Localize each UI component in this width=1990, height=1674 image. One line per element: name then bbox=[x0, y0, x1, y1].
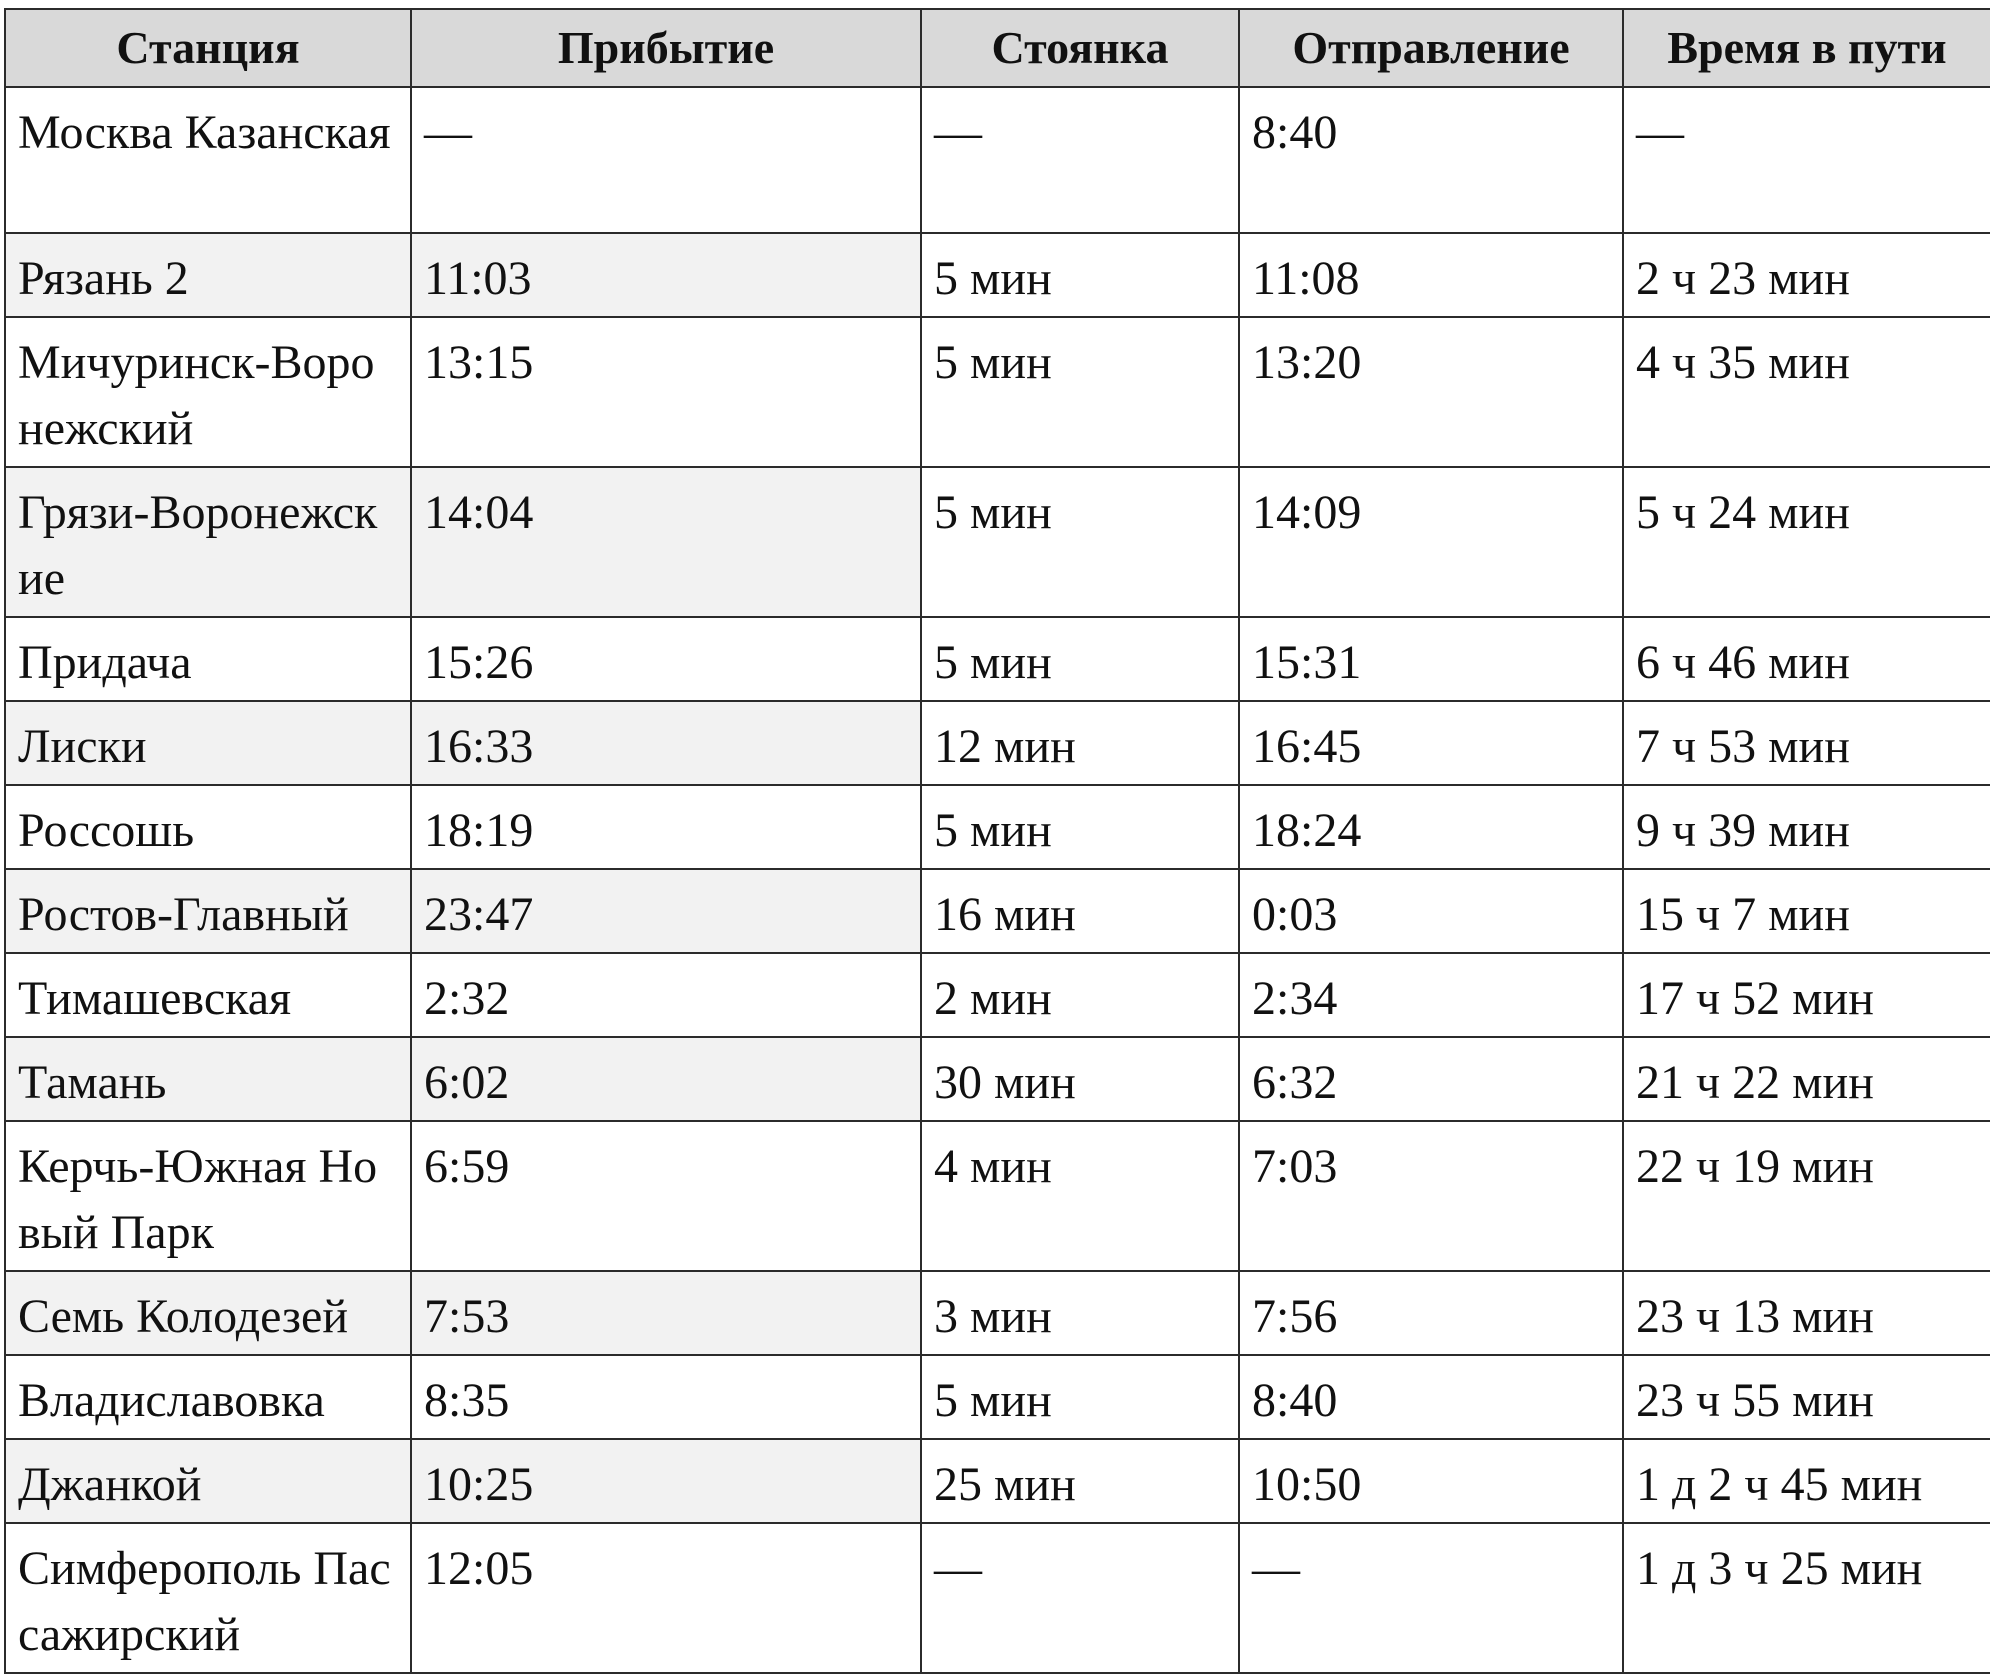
cell-departure: 11:08 bbox=[1238, 232, 1624, 318]
cell-station: Симферополь Пассажирский bbox=[4, 1522, 412, 1674]
cell-departure: 14:09 bbox=[1238, 466, 1624, 618]
cell-station: Тамань bbox=[4, 1036, 412, 1122]
header-arrival: Прибытие bbox=[410, 8, 922, 88]
cell-stop: 5 мин bbox=[920, 784, 1240, 870]
table-row: Россошь 18:19 5 мин 18:24 9 ч 39 мин bbox=[4, 784, 1990, 870]
cell-arrival: 23:47 bbox=[410, 868, 922, 954]
cell-arrival: 14:04 bbox=[410, 466, 922, 618]
table-row: Симферополь Пассажирский 12:05 — — 1 д 3… bbox=[4, 1522, 1990, 1674]
table-row: Ростов-Главный 23:47 16 мин 0:03 15 ч 7 … bbox=[4, 868, 1990, 954]
cell-stop: 5 мин bbox=[920, 316, 1240, 468]
cell-departure: 13:20 bbox=[1238, 316, 1624, 468]
cell-travel-time: — bbox=[1622, 86, 1990, 234]
cell-stop: 5 мин bbox=[920, 232, 1240, 318]
cell-stop: — bbox=[920, 86, 1240, 234]
cell-travel-time: 4 ч 35 мин bbox=[1622, 316, 1990, 468]
header-station: Станция bbox=[4, 8, 412, 88]
cell-station: Рязань 2 bbox=[4, 232, 412, 318]
table-row: Тимашевская 2:32 2 мин 2:34 17 ч 52 мин bbox=[4, 952, 1990, 1038]
cell-arrival: 7:53 bbox=[410, 1270, 922, 1356]
cell-stop: — bbox=[920, 1522, 1240, 1674]
table-row: Семь Колодезей 7:53 3 мин 7:56 23 ч 13 м… bbox=[4, 1270, 1990, 1356]
cell-arrival: 12:05 bbox=[410, 1522, 922, 1674]
header-departure: Отправление bbox=[1238, 8, 1624, 88]
cell-station: Ростов-Главный bbox=[4, 868, 412, 954]
cell-station: Москва Казанская bbox=[4, 86, 412, 234]
cell-travel-time: 6 ч 46 мин bbox=[1622, 616, 1990, 702]
cell-stop: 4 мин bbox=[920, 1120, 1240, 1272]
cell-stop: 16 мин bbox=[920, 868, 1240, 954]
cell-station: Керчь-Южная Новый Парк bbox=[4, 1120, 412, 1272]
cell-arrival: 2:32 bbox=[410, 952, 922, 1038]
cell-stop: 25 мин bbox=[920, 1438, 1240, 1524]
cell-arrival: 18:19 bbox=[410, 784, 922, 870]
cell-station: Россошь bbox=[4, 784, 412, 870]
cell-arrival: 15:26 bbox=[410, 616, 922, 702]
header-travel-time: Время в пути bbox=[1622, 8, 1990, 88]
table-row: Джанкой 10:25 25 мин 10:50 1 д 2 ч 45 ми… bbox=[4, 1438, 1990, 1524]
cell-travel-time: 1 д 3 ч 25 мин bbox=[1622, 1522, 1990, 1674]
cell-travel-time: 15 ч 7 мин bbox=[1622, 868, 1990, 954]
cell-station: Владиславовка bbox=[4, 1354, 412, 1440]
cell-stop: 12 мин bbox=[920, 700, 1240, 786]
cell-departure: — bbox=[1238, 1522, 1624, 1674]
table-row: Придача 15:26 5 мин 15:31 6 ч 46 мин bbox=[4, 616, 1990, 702]
cell-departure: 8:40 bbox=[1238, 86, 1624, 234]
cell-stop: 3 мин bbox=[920, 1270, 1240, 1356]
cell-arrival: 10:25 bbox=[410, 1438, 922, 1524]
train-schedule-table: Станция Прибытие Стоянка Отправление Вре… bbox=[4, 8, 1990, 1674]
header-stop: Стоянка bbox=[920, 8, 1240, 88]
cell-arrival: 13:15 bbox=[410, 316, 922, 468]
cell-travel-time: 2 ч 23 мин bbox=[1622, 232, 1990, 318]
cell-station: Семь Колодезей bbox=[4, 1270, 412, 1356]
cell-arrival: 6:59 bbox=[410, 1120, 922, 1272]
cell-travel-time: 17 ч 52 мин bbox=[1622, 952, 1990, 1038]
cell-stop: 2 мин bbox=[920, 952, 1240, 1038]
cell-station: Тимашевская bbox=[4, 952, 412, 1038]
cell-departure: 8:40 bbox=[1238, 1354, 1624, 1440]
cell-travel-time: 23 ч 55 мин bbox=[1622, 1354, 1990, 1440]
cell-departure: 10:50 bbox=[1238, 1438, 1624, 1524]
cell-departure: 2:34 bbox=[1238, 952, 1624, 1038]
table-row: Лиски 16:33 12 мин 16:45 7 ч 53 мин bbox=[4, 700, 1990, 786]
table-row: Мичуринск-Воронежский 13:15 5 мин 13:20 … bbox=[4, 316, 1990, 468]
cell-station: Придача bbox=[4, 616, 412, 702]
cell-departure: 16:45 bbox=[1238, 700, 1624, 786]
table-row: Рязань 2 11:03 5 мин 11:08 2 ч 23 мин bbox=[4, 232, 1990, 318]
document-page: Станция Прибытие Стоянка Отправление Вре… bbox=[4, 8, 1990, 1674]
cell-station: Лиски bbox=[4, 700, 412, 786]
cell-departure: 15:31 bbox=[1238, 616, 1624, 702]
cell-station: Грязи-Воронежские bbox=[4, 466, 412, 618]
cell-departure: 6:32 bbox=[1238, 1036, 1624, 1122]
table-row: Тамань 6:02 30 мин 6:32 21 ч 22 мин bbox=[4, 1036, 1990, 1122]
cell-station: Джанкой bbox=[4, 1438, 412, 1524]
table-row: Москва Казанская — — 8:40 — bbox=[4, 86, 1990, 234]
cell-stop: 5 мин bbox=[920, 1354, 1240, 1440]
cell-travel-time: 22 ч 19 мин bbox=[1622, 1120, 1990, 1272]
table-row: Грязи-Воронежские 14:04 5 мин 14:09 5 ч … bbox=[4, 466, 1990, 618]
table-row: Керчь-Южная Новый Парк 6:59 4 мин 7:03 2… bbox=[4, 1120, 1990, 1272]
cell-arrival: 16:33 bbox=[410, 700, 922, 786]
cell-travel-time: 7 ч 53 мин bbox=[1622, 700, 1990, 786]
cell-arrival: 8:35 bbox=[410, 1354, 922, 1440]
cell-stop: 5 мин bbox=[920, 616, 1240, 702]
cell-travel-time: 23 ч 13 мин bbox=[1622, 1270, 1990, 1356]
cell-arrival: 6:02 bbox=[410, 1036, 922, 1122]
table-row: Владиславовка 8:35 5 мин 8:40 23 ч 55 ми… bbox=[4, 1354, 1990, 1440]
cell-stop: 30 мин bbox=[920, 1036, 1240, 1122]
cell-departure: 18:24 bbox=[1238, 784, 1624, 870]
cell-departure: 0:03 bbox=[1238, 868, 1624, 954]
cell-station: Мичуринск-Воронежский bbox=[4, 316, 412, 468]
table-header-row: Станция Прибытие Стоянка Отправление Вре… bbox=[4, 8, 1990, 88]
cell-travel-time: 5 ч 24 мин bbox=[1622, 466, 1990, 618]
cell-arrival: 11:03 bbox=[410, 232, 922, 318]
cell-departure: 7:56 bbox=[1238, 1270, 1624, 1356]
cell-departure: 7:03 bbox=[1238, 1120, 1624, 1272]
cell-travel-time: 1 д 2 ч 45 мин bbox=[1622, 1438, 1990, 1524]
cell-travel-time: 21 ч 22 мин bbox=[1622, 1036, 1990, 1122]
cell-travel-time: 9 ч 39 мин bbox=[1622, 784, 1990, 870]
cell-arrival: — bbox=[410, 86, 922, 234]
cell-stop: 5 мин bbox=[920, 466, 1240, 618]
